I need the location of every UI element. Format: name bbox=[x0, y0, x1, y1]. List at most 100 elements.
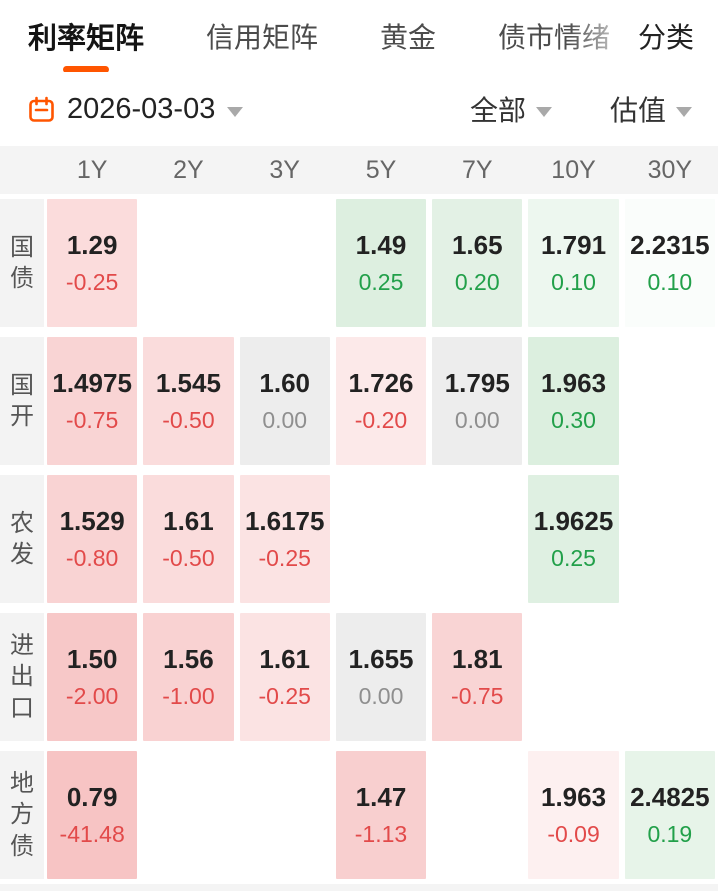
cell-value: 1.65 bbox=[451, 230, 503, 260]
column-header-5y: 5Y bbox=[365, 155, 397, 184]
rate-cell[interactable]: 1.56 -1.00 bbox=[143, 613, 234, 741]
cell-value: 1.81 bbox=[451, 644, 503, 674]
cell-value: 1.4975 bbox=[52, 368, 132, 398]
matrix-cell-7y: 1.65 0.20 bbox=[429, 194, 525, 332]
rate-cell[interactable]: 1.529 -0.80 bbox=[47, 475, 138, 603]
matrix-cell-10y bbox=[525, 608, 621, 746]
tab-rate-matrix[interactable]: 利率矩阵 bbox=[28, 15, 144, 72]
rate-cell[interactable]: 2.2315 0.10 bbox=[624, 199, 715, 327]
row-label: 国债 bbox=[10, 233, 34, 292]
date-value: 2026-03-03 bbox=[67, 92, 216, 125]
matrix-cell-1y: 1.50 -2.00 bbox=[44, 608, 140, 746]
cell-value: 1.655 bbox=[348, 644, 414, 674]
cell-value: 1.29 bbox=[66, 230, 118, 260]
row-label: 农发 bbox=[10, 509, 34, 568]
matrix-row: 国开 1.4975 -0.75 1.545 -0.50 1.60 0.00 1.726 -0.2… bbox=[0, 332, 718, 470]
matrix-cell-5y bbox=[333, 470, 429, 608]
cell-change: 0.20 bbox=[454, 269, 500, 295]
cell-change: 0.19 bbox=[647, 821, 693, 847]
cell-change: -1.13 bbox=[354, 821, 408, 847]
cell-change: 0.00 bbox=[358, 683, 404, 709]
row-label-background: 国债 bbox=[0, 199, 44, 327]
rate-cell[interactable]: 1.60 0.00 bbox=[239, 337, 330, 465]
matrix-cell-3y bbox=[237, 746, 333, 884]
rate-cell[interactable]: 1.61 -0.50 bbox=[143, 475, 234, 603]
matrix-cell-3y: 1.60 0.00 bbox=[237, 332, 333, 470]
scope-dropdown[interactable]: 全部 bbox=[470, 89, 552, 129]
cell-change: -0.80 bbox=[65, 545, 119, 571]
cell-change: -0.25 bbox=[65, 269, 119, 295]
category-button[interactable]: 分类 bbox=[637, 22, 694, 53]
matrix-cell-10y: 1.791 0.10 bbox=[525, 194, 621, 332]
row-label-cell: 地方债 bbox=[0, 746, 44, 884]
matrix-cell-5y: 1.655 0.00 bbox=[333, 608, 429, 746]
rate-cell[interactable]: 1.963 0.30 bbox=[528, 337, 619, 465]
tabs-fade: 分类 bbox=[567, 0, 718, 72]
matrix-cell-7y bbox=[429, 470, 525, 608]
matrix-row: 地方债 0.79 -41.48 1.47 -1.13 1.963 -0.09 2.4825 0.… bbox=[0, 746, 718, 884]
matrix-cell-3y bbox=[237, 194, 333, 332]
rate-cell[interactable]: 1.65 0.20 bbox=[432, 199, 523, 327]
rate-cell[interactable]: 1.791 0.10 bbox=[528, 199, 619, 327]
row-label-cell: 国开 bbox=[0, 332, 44, 470]
matrix-cell-2y: 1.56 -1.00 bbox=[140, 608, 236, 746]
rate-cell[interactable]: 1.49 0.25 bbox=[335, 199, 427, 327]
cell-value: 0.79 bbox=[66, 782, 118, 812]
tab-credit-matrix[interactable]: 信用矩阵 bbox=[206, 22, 319, 53]
rate-cell[interactable]: 1.655 0.00 bbox=[335, 613, 427, 741]
cell-value: 1.47 bbox=[355, 782, 407, 812]
cell-value: 1.795 bbox=[444, 368, 510, 398]
rate-cell[interactable]: 1.47 -1.13 bbox=[335, 751, 427, 879]
matrix-cell-10y: 1.963 -0.09 bbox=[525, 746, 621, 884]
cell-change: -0.20 bbox=[354, 407, 408, 433]
tab-list: 利率矩阵 信用矩阵 黄金 债市情绪 bbox=[28, 15, 610, 72]
rate-cell[interactable]: 1.963 -0.09 bbox=[528, 751, 619, 879]
cell-value: 1.963 bbox=[541, 368, 607, 398]
matrix-cell-5y: 1.726 -0.20 bbox=[333, 332, 429, 470]
rate-cell[interactable]: 2.4825 0.19 bbox=[624, 751, 715, 879]
cell-change: 0.00 bbox=[454, 407, 500, 433]
matrix-header-row: 1Y 2Y 3Y 5Y 7Y 10Y 30Y bbox=[0, 146, 718, 194]
cell-value: 2.2315 bbox=[630, 230, 710, 260]
column-header-2y: 2Y bbox=[173, 155, 204, 184]
column-header-30y: 30Y bbox=[647, 155, 693, 184]
cell-change: -0.25 bbox=[258, 683, 311, 709]
rate-cell[interactable]: 1.50 -2.00 bbox=[47, 613, 138, 741]
date-picker[interactable]: 2026-03-03 bbox=[28, 92, 244, 126]
rate-cell[interactable]: 1.61 -0.25 bbox=[239, 613, 330, 741]
valuation-dropdown[interactable]: 估值 bbox=[610, 89, 692, 129]
column-header-1y: 1Y bbox=[76, 155, 108, 184]
column-header-3y: 3Y bbox=[269, 155, 300, 184]
cell-change: -1.00 bbox=[162, 683, 215, 709]
rate-cell[interactable]: 1.6175 -0.25 bbox=[239, 475, 330, 603]
rate-cell[interactable]: 1.29 -0.25 bbox=[47, 199, 138, 327]
rate-cell[interactable]: 1.545 -0.50 bbox=[143, 337, 234, 465]
matrix-cell-2y: 1.545 -0.50 bbox=[140, 332, 236, 470]
cell-value: 2.4825 bbox=[630, 782, 710, 812]
scope-value: 全部 bbox=[469, 95, 526, 126]
row-label: 国开 bbox=[10, 371, 34, 430]
matrix-cell-5y: 1.49 0.25 bbox=[333, 194, 429, 332]
matrix-cell-7y: 1.795 0.00 bbox=[429, 332, 525, 470]
cell-change: -0.75 bbox=[65, 407, 119, 433]
rate-cell[interactable]: 1.795 0.00 bbox=[432, 337, 523, 465]
rate-cell[interactable]: 0.79 -41.48 bbox=[47, 751, 138, 879]
cell-value: 1.529 bbox=[59, 506, 125, 536]
next-section-edge bbox=[0, 884, 718, 891]
row-label-background: 地方债 bbox=[0, 751, 44, 879]
rate-cell[interactable]: 1.4975 -0.75 bbox=[47, 337, 138, 465]
matrix-cell-2y: 1.61 -0.50 bbox=[140, 470, 236, 608]
valuation-value: 估值 bbox=[609, 95, 666, 126]
cell-value: 1.791 bbox=[541, 230, 607, 260]
rate-cell[interactable]: 1.81 -0.75 bbox=[432, 613, 523, 741]
matrix-cell-10y: 1.9625 0.25 bbox=[525, 470, 621, 608]
cell-value: 1.6175 bbox=[244, 506, 325, 536]
matrix-cell-1y: 1.4975 -0.75 bbox=[44, 332, 140, 470]
top-tab-bar: 利率矩阵 信用矩阵 黄金 债市情绪 分类 bbox=[0, 0, 718, 72]
cell-change: 0.00 bbox=[262, 407, 308, 433]
cell-change: 0.10 bbox=[551, 269, 596, 295]
rate-cell[interactable]: 1.726 -0.20 bbox=[335, 337, 427, 465]
rate-cell[interactable]: 1.9625 0.25 bbox=[528, 475, 619, 603]
tab-gold[interactable]: 黄金 bbox=[380, 22, 437, 53]
matrix-cell-1y: 1.29 -0.25 bbox=[44, 194, 140, 332]
